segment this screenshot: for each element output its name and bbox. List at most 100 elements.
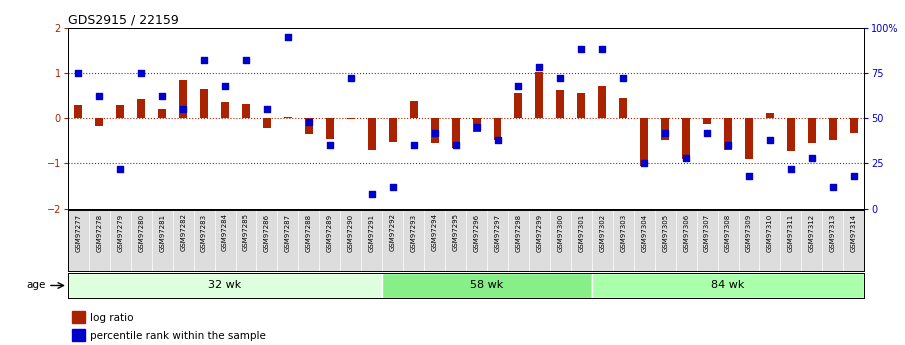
Bar	[242, 104, 250, 118]
Text: 84 wk: 84 wk	[711, 280, 745, 290]
Text: GSM97296: GSM97296	[473, 214, 480, 252]
Bar	[536, 72, 543, 118]
Point	[532, 65, 547, 70]
Text: GSM97313: GSM97313	[830, 214, 836, 252]
Point	[491, 137, 505, 143]
Point	[71, 70, 86, 76]
Text: GSM97300: GSM97300	[557, 214, 564, 252]
Point	[176, 106, 190, 112]
Text: GSM97295: GSM97295	[452, 214, 459, 252]
Bar	[493, 118, 501, 140]
Text: log ratio: log ratio	[90, 313, 134, 323]
Point	[574, 47, 588, 52]
Text: GSM97306: GSM97306	[683, 214, 689, 252]
Text: percentile rank within the sample: percentile rank within the sample	[90, 331, 266, 341]
Point	[406, 142, 421, 148]
Text: 58 wk: 58 wk	[471, 280, 504, 290]
Point	[595, 47, 610, 52]
Point	[239, 57, 253, 63]
Text: GSM97309: GSM97309	[746, 214, 752, 252]
Point	[700, 130, 714, 135]
Point	[448, 142, 462, 148]
Bar	[787, 118, 795, 151]
Bar	[557, 90, 565, 118]
Bar	[452, 118, 460, 148]
Bar	[74, 106, 82, 118]
Point	[386, 184, 400, 190]
Bar	[116, 106, 124, 118]
Text: GSM97288: GSM97288	[306, 214, 312, 252]
Bar	[305, 118, 313, 134]
Text: GSM97292: GSM97292	[390, 214, 395, 252]
Text: GSM97284: GSM97284	[222, 214, 228, 252]
Bar	[221, 102, 229, 118]
Bar	[472, 118, 481, 132]
Text: GSM97301: GSM97301	[578, 214, 585, 252]
Text: GSM97293: GSM97293	[411, 214, 416, 252]
Bar	[766, 113, 774, 118]
Bar	[592, 273, 864, 298]
Text: 32 wk: 32 wk	[208, 280, 242, 290]
Bar	[179, 80, 187, 118]
Point	[511, 83, 526, 88]
Bar	[158, 109, 167, 118]
Point	[92, 93, 107, 99]
Point	[365, 191, 379, 197]
Point	[470, 125, 484, 130]
Point	[197, 57, 212, 63]
Bar	[68, 273, 382, 298]
Point	[658, 130, 672, 135]
Bar	[431, 118, 439, 143]
Point	[218, 83, 233, 88]
Bar	[577, 93, 586, 118]
Bar	[745, 118, 753, 159]
Bar	[389, 118, 396, 142]
Point	[784, 166, 798, 171]
Point	[113, 166, 128, 171]
Point	[763, 137, 777, 143]
Point	[427, 130, 442, 135]
Point	[260, 106, 274, 112]
Point	[846, 173, 861, 179]
Text: GSM97312: GSM97312	[809, 214, 814, 252]
Text: GSM97286: GSM97286	[264, 214, 270, 252]
Bar	[326, 118, 334, 139]
Point	[742, 173, 757, 179]
Text: GSM97310: GSM97310	[767, 214, 773, 252]
Point	[344, 76, 358, 81]
Point	[301, 119, 316, 125]
Text: GDS2915 / 22159: GDS2915 / 22159	[68, 13, 178, 27]
Text: GSM97299: GSM97299	[537, 214, 542, 252]
Text: age: age	[26, 280, 45, 290]
Bar	[640, 118, 648, 166]
Bar	[200, 89, 208, 118]
Text: GSM97314: GSM97314	[851, 214, 857, 252]
Text: GSM97280: GSM97280	[138, 214, 144, 252]
Point	[825, 184, 840, 190]
Point	[679, 155, 693, 161]
Text: GSM97282: GSM97282	[180, 214, 186, 252]
Bar	[263, 118, 271, 128]
Bar	[703, 118, 711, 124]
Text: GSM97304: GSM97304	[642, 214, 647, 252]
Point	[155, 93, 169, 99]
Text: GSM97308: GSM97308	[725, 214, 731, 252]
Text: GSM97297: GSM97297	[494, 214, 500, 252]
Text: GSM97278: GSM97278	[96, 214, 102, 252]
Point	[720, 142, 735, 148]
Bar	[71, 329, 84, 341]
Text: GSM97283: GSM97283	[201, 214, 207, 252]
Text: GSM97303: GSM97303	[620, 214, 626, 252]
Text: GSM97285: GSM97285	[243, 214, 249, 252]
Text: GSM97298: GSM97298	[516, 214, 521, 252]
Bar	[347, 118, 355, 119]
Bar	[95, 118, 103, 126]
Text: GSM97294: GSM97294	[432, 214, 438, 252]
Bar	[410, 101, 418, 118]
Point	[805, 155, 819, 161]
Bar	[514, 93, 522, 118]
Text: GSM97291: GSM97291	[368, 214, 375, 252]
Point	[616, 76, 631, 81]
Bar	[71, 311, 84, 323]
Point	[281, 34, 295, 39]
